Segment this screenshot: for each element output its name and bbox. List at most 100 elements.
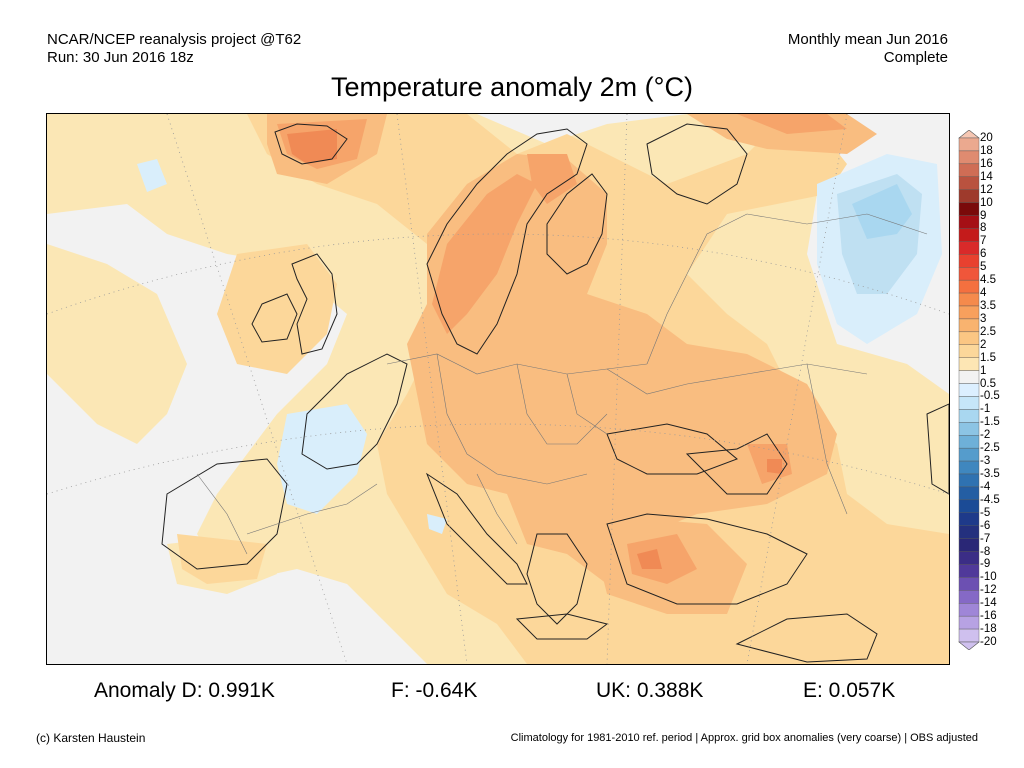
legend-swatch (958, 150, 980, 165)
legend-swatch (958, 486, 980, 501)
legend-label: -2 (980, 429, 991, 442)
legend-label: 3.5 (980, 300, 996, 312)
color-legend: 20 18 16 14 12 10 9 8 7 6 5 4.5 4 3.5 3 2.5 2 1.5 1 0.5 -0.5… (958, 129, 1018, 651)
legend-swatch (958, 279, 980, 294)
legend-label: -16 (980, 610, 997, 623)
graticule (47, 114, 949, 664)
legend-label: -10 (980, 571, 997, 584)
legend-label: -3.5 (980, 468, 1000, 480)
country-borders (196, 213, 928, 555)
stat-f: F: -0.64K (391, 679, 478, 702)
legend-swatch (958, 189, 980, 203)
legend-swatch (958, 628, 980, 643)
legend-swatch (958, 447, 980, 462)
legend-swatch (958, 590, 980, 604)
legend-swatch (958, 460, 980, 475)
legend-swatch (958, 370, 980, 384)
legend-swatch (958, 512, 980, 526)
legend-swatch (958, 538, 980, 552)
legend-swatch (958, 292, 980, 307)
coastlines (161, 123, 949, 663)
legend-label: 10 (980, 196, 993, 209)
legend-label: 4 (980, 287, 987, 300)
legend-label: -4 (980, 480, 991, 493)
legend-swatch (958, 409, 980, 423)
legend-label: 20 (980, 132, 993, 144)
legend-arrow-bottom (958, 641, 980, 651)
legend-swatch (958, 551, 980, 565)
legend-swatch (958, 318, 980, 333)
model-label: NCAR/NCEP reanalysis project @T62 (47, 31, 302, 48)
legend-swatch (958, 163, 980, 177)
legend-swatch (958, 577, 980, 591)
legend-label: -6 (980, 519, 991, 532)
legend-label: -1 (980, 403, 991, 416)
legend-label: -2.5 (980, 442, 1000, 455)
legend-swatch (958, 396, 980, 410)
legend-label: 18 (980, 144, 993, 157)
legend-label: -7 (980, 532, 991, 545)
legend-label: 2.5 (980, 325, 996, 338)
legend-swatch (958, 499, 980, 513)
legend-swatch (958, 422, 980, 436)
anomaly-map (46, 113, 950, 665)
legend-label: -5 (980, 506, 991, 519)
map-canvas (47, 114, 949, 664)
stat-anomaly-d: Anomaly D: 0.991K (94, 679, 275, 702)
legend-swatch (958, 615, 980, 630)
legend-label: -9 (980, 558, 991, 571)
legend-swatch (958, 564, 980, 578)
legend-label: 9 (980, 209, 987, 222)
legend-label: 6 (980, 248, 987, 261)
legend-label: -20 (980, 636, 997, 648)
legend-label: -8 (980, 545, 991, 558)
status-label: Complete (883, 49, 948, 66)
copyright: (c) Karsten Haustein (36, 731, 146, 745)
legend-swatch (958, 305, 980, 320)
header-right: Monthly mean Jun 2016 Complete (788, 31, 948, 67)
legend-swatch (958, 473, 980, 488)
legend-label: 4.5 (980, 274, 996, 287)
legend-swatch (958, 344, 980, 358)
legend-label: 16 (980, 157, 993, 170)
legend-label: 12 (980, 183, 993, 196)
stat-e: E: 0.057K (803, 679, 896, 702)
legend-swatch (958, 525, 980, 539)
legend-swatch (958, 603, 980, 617)
legend-label: -1.5 (980, 416, 1000, 429)
legend-swatch (958, 357, 980, 371)
legend-swatch (958, 215, 980, 229)
legend-swatch (958, 254, 980, 268)
legend-label: 0.5 (980, 377, 996, 390)
footnote: Climatology for 1981-2010 ref. period | … (510, 732, 978, 744)
legend-label: -4.5 (980, 493, 1000, 506)
run-label: Run: 30 Jun 2016 18z (47, 49, 194, 66)
legend-label: -14 (980, 597, 997, 610)
legend-swatch (958, 202, 980, 216)
legend-swatch (958, 137, 980, 152)
legend-colorbar (958, 129, 980, 651)
map-title: Temperature anomaly 2m (°C) (331, 72, 693, 102)
legend-label: 3 (980, 312, 987, 325)
legend-swatch (958, 267, 980, 281)
legend-label: 5 (980, 261, 987, 274)
legend-label: 1.5 (980, 351, 996, 364)
legend-swatch (958, 331, 980, 345)
anomaly-zone-neg-1-5 (852, 184, 912, 239)
legend-label: -3 (980, 455, 991, 468)
anomaly-zone-2 (277, 114, 847, 584)
legend-label: -18 (980, 623, 997, 636)
legend-label: 8 (980, 222, 987, 235)
legend-label: 1 (980, 364, 987, 377)
legend-label: -0.5 (980, 390, 1000, 403)
legend-swatch (958, 241, 980, 255)
period-label: Monthly mean Jun 2016 (787, 31, 948, 48)
header-left: NCAR/NCEP reanalysis project @T62 Run: 3… (47, 31, 301, 67)
legend-label: 14 (980, 170, 993, 183)
legend-label: -12 (980, 584, 997, 597)
legend-swatch (958, 435, 980, 449)
anomaly-zone-2-5 (287, 129, 782, 569)
legend-label: 2 (980, 338, 987, 351)
legend-swatch (958, 228, 980, 242)
legend-swatch (958, 383, 980, 397)
